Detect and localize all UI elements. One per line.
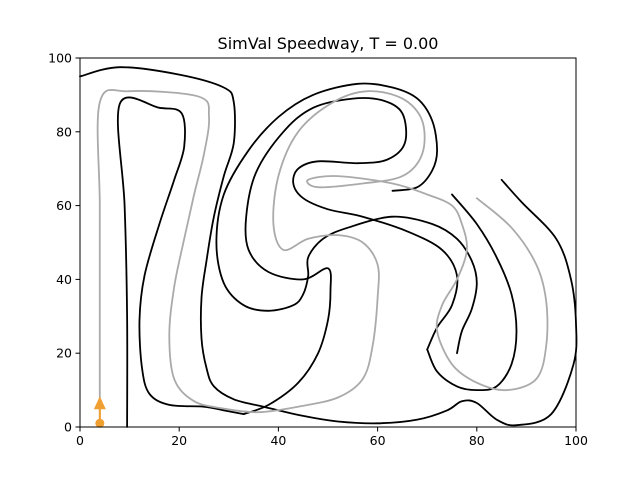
outer-border-line-1 bbox=[215, 82, 478, 355]
y-tick-label: 60 bbox=[56, 198, 72, 213]
centerline-line-5 bbox=[96, 89, 549, 425]
y-tick-label: 0 bbox=[64, 420, 72, 435]
x-axis: 0 20 40 60 80 100 bbox=[76, 427, 588, 448]
x-tick-label: 40 bbox=[270, 433, 286, 448]
track-lines bbox=[79, 66, 578, 428]
chart-title: SimVal Speedway, T = 0.00 bbox=[218, 34, 439, 53]
inner-border-line-3 bbox=[242, 97, 459, 415]
car-marker bbox=[93, 396, 106, 428]
y-tick-label: 100 bbox=[48, 51, 72, 66]
x-tick-label: 20 bbox=[171, 433, 187, 448]
car-heading-arrow bbox=[93, 396, 106, 410]
inner-border-line-4 bbox=[426, 193, 518, 392]
y-tick-label: 20 bbox=[56, 346, 72, 361]
x-tick-label: 80 bbox=[469, 433, 485, 448]
inner-border-line-2 bbox=[116, 96, 245, 428]
x-tick-label: 0 bbox=[76, 433, 84, 448]
y-tick-label: 80 bbox=[56, 124, 72, 139]
y-tick-label: 40 bbox=[56, 272, 72, 287]
y-axis: 0 20 40 60 80 100 bbox=[48, 51, 80, 435]
outer-border-line-0 bbox=[79, 66, 578, 427]
x-tick-label: 60 bbox=[370, 433, 386, 448]
x-tick-label: 100 bbox=[564, 433, 588, 448]
plot-frame bbox=[79, 57, 577, 428]
